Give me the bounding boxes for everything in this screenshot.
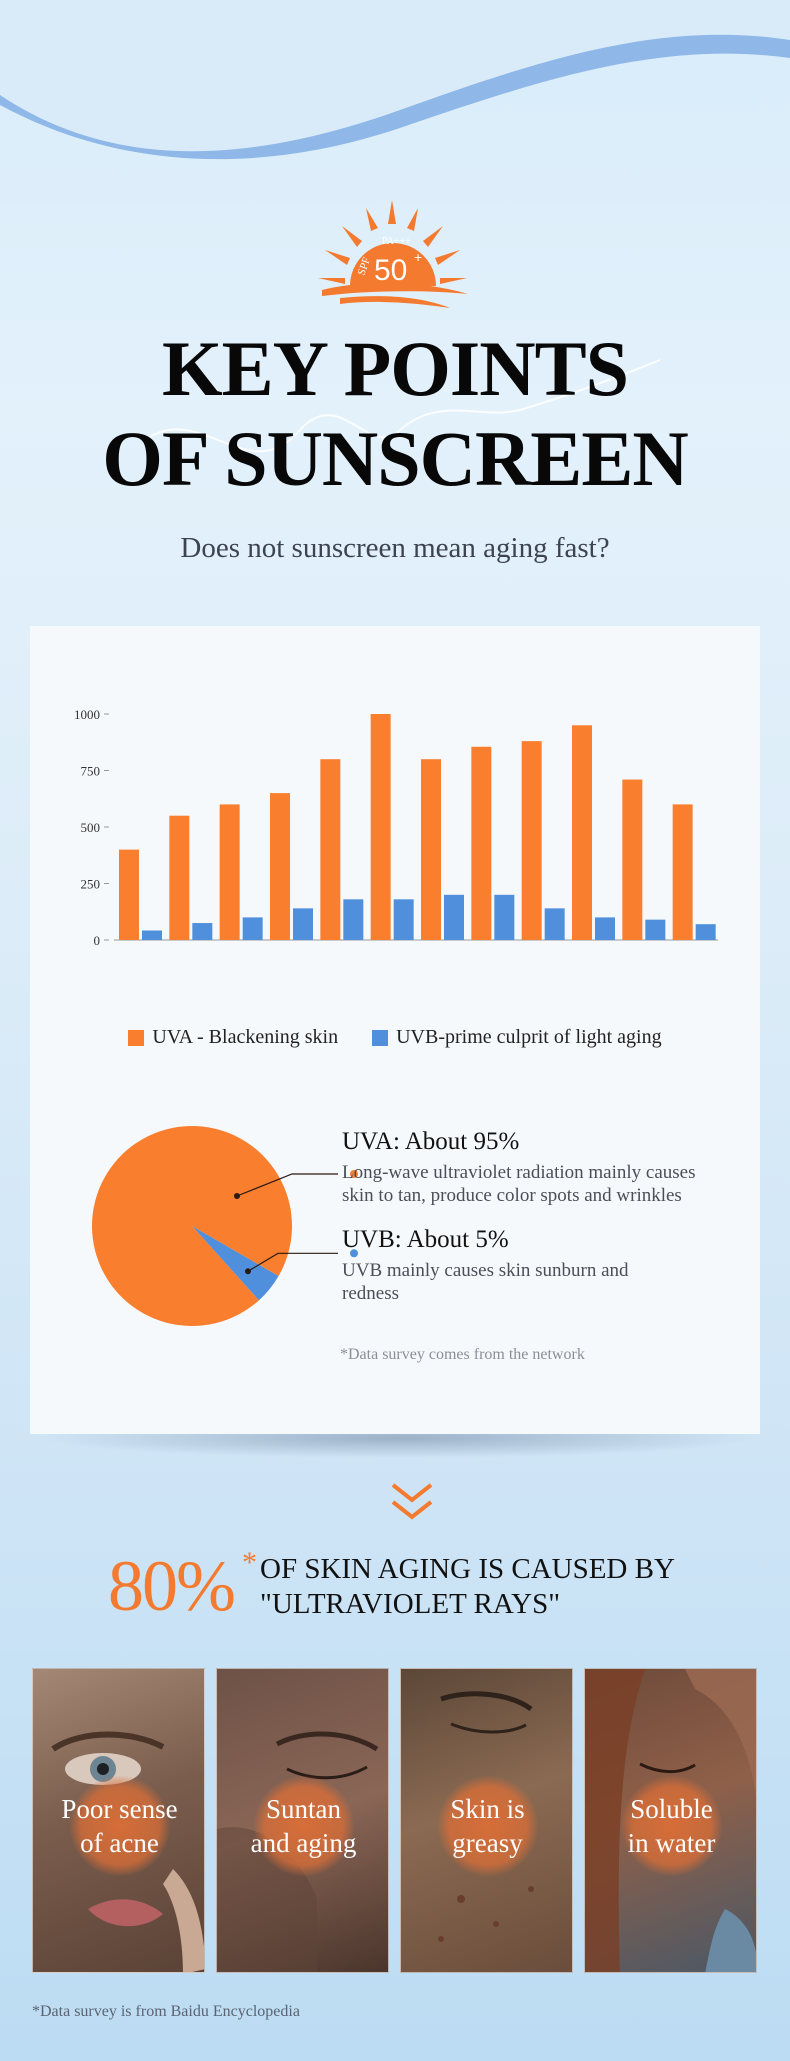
legend-item-uva: UVA - Blackening skin [128, 1026, 338, 1049]
y-tick-label: 500 [81, 820, 101, 835]
top-wave [0, 0, 790, 160]
bar-uvb [393, 899, 414, 940]
pie-leader-line-uva [236, 1173, 338, 1197]
pa-label: PA+++ [382, 236, 411, 247]
tile-label-line1: Poor sense [61, 1794, 178, 1824]
bar-uva [270, 793, 290, 940]
pie-slice-uvb [192, 1226, 279, 1301]
legend-label-uva: UVA - Blackening skin [152, 1026, 339, 1048]
tile-suntan-and-aging: Suntan and aging [216, 1668, 389, 1973]
uv-share-pie-chart [92, 1126, 358, 1326]
tile-label: Soluble in water [585, 1793, 756, 1861]
uvb-desc-line1: UVB mainly causes skin sunburn and [342, 1260, 629, 1281]
uvb-heading: UVB: About 5% [342, 1226, 509, 1253]
tile-label-line2: and aging [250, 1827, 357, 1858]
spf-value: 50 [374, 254, 407, 287]
tile-label-line2: greasy [452, 1827, 523, 1858]
page-title-line1: KEY POINTS [161, 325, 629, 412]
pie-leader-line-uvb [247, 1252, 338, 1272]
legend-item-uvb: UVB-prime culprit of light aging [372, 1026, 662, 1049]
uva-heading: UVA: About 95% [342, 1128, 520, 1155]
y-tick-label: 0 [94, 933, 101, 946]
y-tick-label: 750 [81, 764, 101, 779]
bar-uva [471, 746, 492, 940]
monthly-uv-bar-chart: 02505007501000JanuaryFebruaryMarchAprilM… [74, 707, 718, 946]
face-eye-illustration [51, 1731, 204, 1972]
bar-uvb [444, 894, 464, 940]
page-subtitle: Does not sunscreen mean aging fast? [180, 532, 610, 564]
bar-uva [219, 804, 240, 940]
bar-uva [572, 725, 592, 940]
bar-uvb [192, 923, 213, 940]
bar-uvb [142, 930, 162, 940]
uva-desc-line1: Long-wave ultraviolet radiation mainly c… [342, 1162, 696, 1183]
stat-asterisk: * [242, 1546, 257, 1579]
double-chevron-down-icon [391, 1483, 433, 1520]
tile-label-line1: Soluble [630, 1794, 713, 1824]
bar-uva [169, 815, 190, 940]
tile-soluble-in-water: Soluble in water [584, 1668, 757, 1973]
stat-caption: OF SKIN AGING IS CAUSED BY "ULTRAVIOLET … [260, 1552, 675, 1622]
woman-face-illustration [585, 1669, 756, 1972]
spf-label: SPF [356, 256, 374, 277]
uva-desc-line2: skin to tan, produce color spots and wri… [342, 1184, 682, 1206]
bar-uva [622, 779, 643, 940]
y-tick-label: 250 [81, 877, 101, 892]
bar-uva [320, 759, 341, 940]
tile-label: Skin is greasy [401, 1793, 572, 1861]
pie-bullet-uvb [350, 1249, 358, 1258]
bar-uvb [645, 919, 666, 940]
tile-label-line2: in water [627, 1827, 716, 1858]
bar-uvb [343, 899, 364, 940]
tile-label-line1: Suntan [265, 1794, 341, 1824]
page-title-line2: OF SUNSCREEN [102, 415, 688, 502]
bar-uvb [242, 917, 263, 940]
bar-uva [370, 714, 391, 940]
uvb-block: UVB: About 5% UVB mainly causes skin sun… [342, 1226, 629, 1306]
bar-chart-legend: UVA - Blackening skin UVB-prime culprit … [30, 1026, 760, 1049]
bar-uva [421, 759, 441, 940]
sun-rays [318, 200, 467, 284]
tile-label-line2: of acne [80, 1827, 159, 1858]
bar-uva [119, 849, 139, 940]
tile-label: Poor sense of acne [33, 1793, 204, 1861]
tile-highlight [438, 1776, 538, 1876]
skin-closeup-illustration [438, 1691, 534, 1942]
spf-plus: + [414, 249, 422, 265]
legend-swatch-uvb [372, 1029, 389, 1046]
bar-uva [521, 741, 542, 940]
y-tick-label: 1000 [74, 707, 100, 722]
tile-highlight [254, 1776, 354, 1876]
spf-sun-logo: SPF PA+++ 50 + [318, 200, 468, 308]
bar-uvb [695, 924, 716, 940]
bar-uvb [595, 917, 615, 940]
bar-uvb [544, 908, 565, 940]
uvb-desc-line2: redness [342, 1282, 399, 1304]
bar-uva [672, 804, 693, 940]
title-swash [144, 359, 661, 453]
pie-footnote: *Data survey comes from the network [340, 1346, 585, 1363]
legend-label-uvb: UVB-prime culprit of light aging [396, 1026, 662, 1048]
pie-bullet-uva [350, 1170, 358, 1178]
stat-caption-line1: OF SKIN AGING IS CAUSED BY [260, 1553, 675, 1585]
bar-uvb [293, 908, 313, 940]
uva-block: UVA: About 95% Long-wave ultraviolet rad… [342, 1128, 696, 1208]
tile-label-line1: Skin is [450, 1794, 525, 1824]
tile-highlight [70, 1776, 170, 1876]
chart-card: 02505007501000JanuaryFebruaryMarchAprilM… [30, 626, 760, 1434]
page-footnote: *Data survey is from Baidu Encyclopedia [32, 2003, 300, 2020]
tile-label: Suntan and aging [217, 1793, 388, 1861]
pie-slice-uva [92, 1126, 292, 1326]
legend-swatch-uva [128, 1029, 145, 1046]
tile-skin-is-greasy: Skin is greasy [400, 1668, 573, 1973]
stat-percentage: 80% [108, 1546, 236, 1626]
tile-highlight [622, 1776, 722, 1876]
tile-poor-sense-of-acne: Poor sense of acne [32, 1668, 205, 1973]
stat-caption-line2: "ULTRAVIOLET RAYS" [260, 1587, 561, 1620]
bar-uvb [494, 894, 515, 940]
